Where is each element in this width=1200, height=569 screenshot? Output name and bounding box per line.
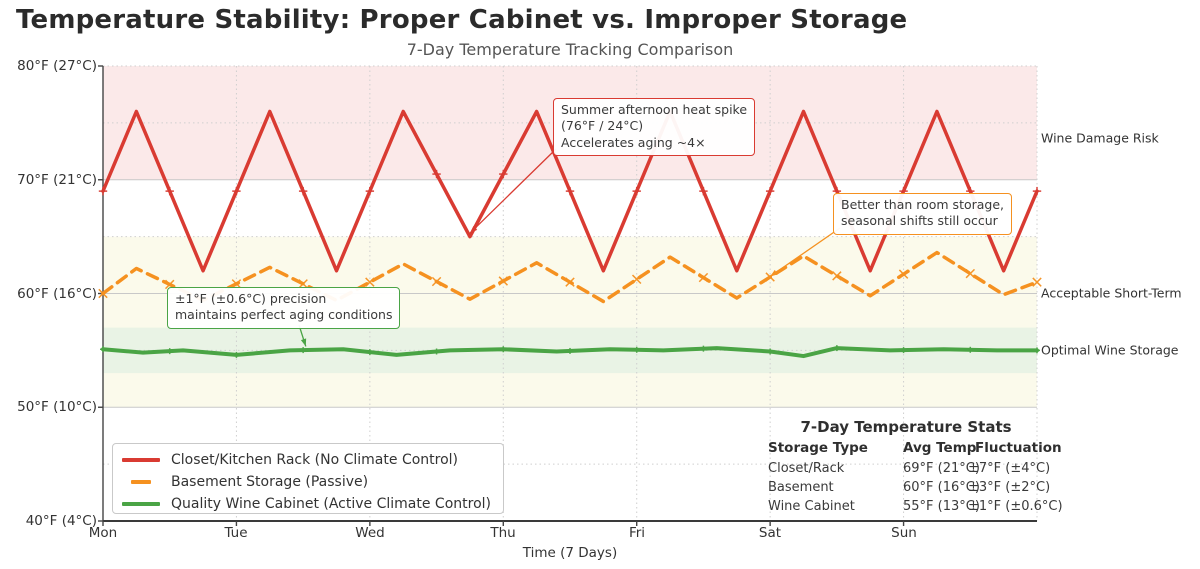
series-marker — [98, 288, 108, 299]
stats-cell: ±1°F (±0.6°C) — [968, 499, 1063, 514]
series-marker — [365, 186, 375, 196]
legend-swatch-orange-dash — [119, 480, 163, 484]
series-marker — [832, 271, 842, 281]
series-marker — [100, 346, 106, 353]
annotation-basement-shifts: Better than room storage, seasonal shift… — [833, 193, 1013, 235]
series-marker — [433, 348, 440, 355]
annotation-arrow-basement-shifts — [769, 227, 841, 277]
series-marker — [231, 279, 242, 289]
annotation-arrowhead-heat-spike — [469, 225, 478, 234]
zone-label-acceptable-short-term: Acceptable Short-Term — [1041, 285, 1182, 301]
chart-legend: Closet/Kitchen Rack (No Climate Control)… — [112, 443, 504, 514]
series-marker — [898, 269, 909, 279]
series-marker — [499, 169, 508, 179]
series-marker — [166, 348, 173, 355]
series-marker — [431, 276, 442, 287]
series-marker — [565, 277, 575, 287]
annotation-cabinet-precision: ±1°F (±0.6°C) precision maintains perfec… — [167, 287, 401, 329]
y-tick-40: 40°F (4°C) — [25, 513, 97, 529]
stats-header-fluctuation: Fluctuation — [975, 440, 1062, 456]
series-marker — [232, 186, 241, 196]
stats-cell: Wine Cabinet — [768, 499, 855, 514]
stats-cell: 55°F (13°C) — [903, 499, 980, 514]
x-tick-thu: Thu — [490, 525, 516, 541]
stats-cell: 69°F (21°C) — [903, 461, 980, 476]
series-marker — [233, 351, 240, 358]
legend-swatch-green-line — [119, 502, 163, 506]
series-marker — [700, 345, 707, 352]
annotation-line: Accelerates aging ~4× — [561, 134, 706, 150]
stats-cell: ±7°F (±4°C) — [968, 461, 1051, 476]
stats-header-storage-type: Storage Type — [768, 440, 868, 456]
series-marker — [1032, 186, 1042, 196]
annotation-line: maintains perfect aging conditions — [175, 307, 393, 323]
series-marker — [298, 279, 308, 289]
series-marker — [1034, 347, 1040, 354]
stats-cell: 60°F (16°C) — [903, 480, 980, 495]
legend-item-basement: Basement Storage (Passive) — [119, 471, 503, 493]
series-marker — [300, 347, 307, 354]
annotation-line: Summer afternoon heat spike — [561, 102, 748, 117]
annotation-arrowhead-basement-shifts — [770, 269, 778, 277]
series-marker — [365, 277, 375, 287]
x-tick-wed: Wed — [355, 525, 385, 541]
series-marker — [631, 274, 642, 285]
legend-item-closet: Closet/Kitchen Rack (No Climate Control) — [119, 449, 503, 471]
y-tick-80: 80°F (27°C) — [17, 58, 97, 74]
series-marker — [165, 186, 174, 196]
series-marker — [565, 186, 575, 196]
x-tick-tue: Tue — [224, 525, 248, 541]
series-marker — [967, 346, 974, 353]
series-marker — [500, 346, 507, 353]
series-marker — [98, 186, 108, 196]
series-marker — [699, 186, 708, 196]
stats-cell: Closet/Rack — [768, 461, 845, 476]
stats-cell: Basement — [768, 480, 834, 495]
y-tick-70: 70°F (21°C) — [17, 172, 97, 188]
chart-title: Temperature Stability: Proper Cabinet vs… — [16, 5, 908, 35]
series-marker — [366, 349, 373, 356]
legend-swatch-red-line — [119, 458, 163, 462]
series-marker — [698, 272, 709, 283]
series-marker — [632, 186, 641, 196]
annotation-line: ±1°F (±0.6°C) precision — [175, 291, 327, 306]
x-tick-sat: Sat — [758, 525, 782, 541]
series-marker — [767, 348, 774, 355]
series-marker — [1032, 277, 1042, 287]
series-marker — [900, 347, 907, 354]
x-tick-sun: Sun — [891, 525, 917, 541]
zone-label-optimal-wine-storage: Optimal Wine Storage — [1041, 342, 1179, 358]
zone-label-wine-damage-risk: Wine Damage Risk — [1041, 130, 1159, 146]
legend-item-cabinet: Quality Wine Cabinet (Active Climate Con… — [119, 493, 503, 515]
stats-table-title: 7-Day Temperature Stats — [800, 418, 1012, 436]
annotation-heat-spike: Summer afternoon heat spike (76°F / 24°C… — [553, 98, 756, 156]
chart-subtitle: 7-Day Temperature Tracking Comparison — [406, 40, 734, 59]
annotation-line: seasonal shifts still occur — [841, 213, 998, 229]
y-tick-50: 50°F (10°C) — [17, 399, 97, 415]
stats-header-avg-temp: Avg Temp — [903, 440, 977, 456]
legend-label: Closet/Kitchen Rack (No Climate Control) — [171, 452, 459, 468]
annotation-line: Better than room storage, — [841, 197, 1005, 212]
x-axis-label: Time (7 Days) — [522, 545, 618, 561]
x-tick-mon: Mon — [88, 525, 118, 541]
annotation-arrow-heat-spike — [469, 148, 557, 234]
series-marker — [432, 169, 441, 179]
x-tick-fri: Fri — [628, 525, 646, 541]
series-marker — [965, 268, 976, 279]
annotation-arrowhead-cabinet-precision — [300, 338, 307, 347]
annotation-line: (76°F / 24°C) — [561, 118, 644, 134]
legend-label: Quality Wine Cabinet (Active Climate Con… — [171, 496, 492, 512]
series-marker — [298, 186, 308, 196]
series-marker — [833, 345, 840, 352]
series-marker — [567, 347, 573, 354]
series-line-2 — [101, 346, 1039, 359]
y-tick-60: 60°F (16°C) — [17, 286, 97, 302]
legend-label: Basement Storage (Passive) — [171, 474, 369, 490]
series-marker — [633, 346, 640, 353]
stats-cell: ±3°F (±2°C) — [968, 480, 1051, 495]
series-marker — [498, 276, 509, 286]
series-marker — [765, 186, 775, 196]
